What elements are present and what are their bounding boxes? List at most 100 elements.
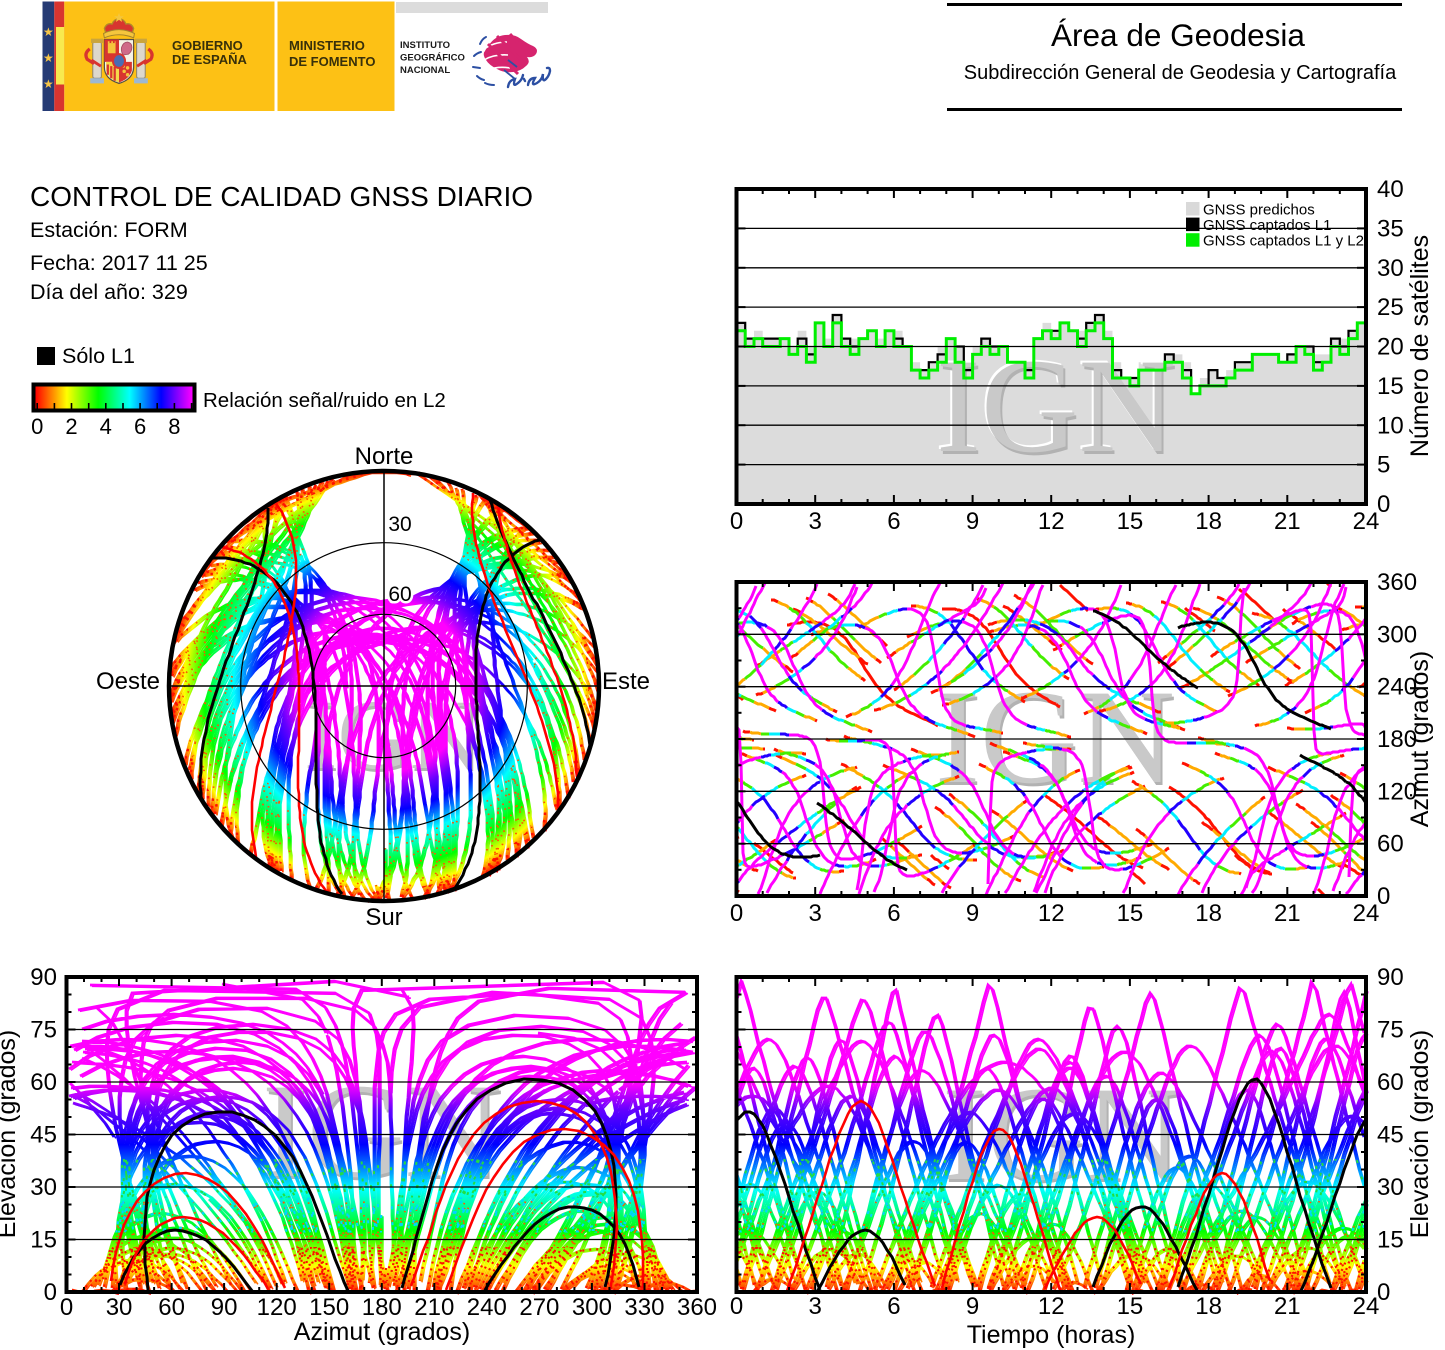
svg-text:0: 0 [1377, 883, 1390, 910]
svg-text:0: 0 [1377, 491, 1390, 518]
svg-text:6: 6 [134, 414, 146, 439]
svg-text:21: 21 [1274, 900, 1301, 927]
svg-text:60: 60 [1377, 831, 1404, 858]
svg-text:Subdirección General de Geodes: Subdirección General de Geodesia y Carto… [964, 62, 1397, 84]
svg-text:★: ★ [43, 51, 54, 65]
svg-text:12: 12 [1038, 900, 1065, 927]
svg-text:180: 180 [362, 1294, 402, 1321]
svg-text:60: 60 [30, 1069, 57, 1096]
svg-text:Azimut (grados): Azimut (grados) [294, 1318, 470, 1346]
svg-text:Sur: Sur [365, 904, 402, 931]
svg-text:120: 120 [257, 1294, 297, 1321]
svg-text:240: 240 [467, 1294, 507, 1321]
svg-text:Este: Este [602, 668, 650, 695]
svg-text:75: 75 [1377, 1017, 1404, 1044]
svg-text:INSTITUTO: INSTITUTO [400, 40, 450, 51]
svg-text:9: 9 [966, 1293, 979, 1320]
svg-text:270: 270 [519, 1294, 559, 1321]
svg-text:360: 360 [1377, 569, 1417, 596]
svg-text:4: 4 [100, 414, 112, 439]
svg-text:24: 24 [1353, 900, 1380, 927]
svg-text:3: 3 [809, 1293, 822, 1320]
svg-text:180: 180 [1377, 726, 1417, 753]
svg-text:Número de satélites: Número de satélites [1406, 235, 1434, 457]
svg-text:0: 0 [44, 1279, 57, 1306]
svg-text:Oeste: Oeste [96, 668, 160, 695]
svg-text:2: 2 [65, 414, 77, 439]
svg-text:Estación: FORM: Estación: FORM [30, 218, 188, 242]
svg-text:5: 5 [1377, 452, 1390, 479]
svg-text:300: 300 [1377, 621, 1417, 648]
svg-text:45: 45 [30, 1122, 57, 1149]
svg-text:60: 60 [388, 583, 411, 606]
svg-text:240: 240 [1377, 674, 1417, 701]
svg-text:Elevación (grados): Elevación (grados) [1406, 1030, 1434, 1238]
svg-text:GNSS captados L1 y L2: GNSS captados L1 y L2 [1203, 233, 1364, 250]
svg-text:Elevación (grados): Elevación (grados) [0, 1030, 21, 1238]
svg-text:45: 45 [1377, 1122, 1404, 1149]
svg-text:GEOGRÁFICO: GEOGRÁFICO [400, 53, 465, 64]
svg-text:15: 15 [1117, 900, 1144, 927]
svg-text:150: 150 [309, 1294, 349, 1321]
svg-text:21: 21 [1274, 508, 1301, 535]
svg-text:0: 0 [60, 1294, 73, 1321]
svg-text:120: 120 [1377, 778, 1417, 805]
svg-text:18: 18 [1195, 900, 1222, 927]
svg-text:15: 15 [30, 1227, 57, 1254]
svg-text:GNSS captados L1: GNSS captados L1 [1203, 217, 1331, 234]
svg-text:10: 10 [1377, 412, 1404, 439]
svg-text:CONTROL DE CALIDAD GNSS DIARIO: CONTROL DE CALIDAD GNSS DIARIO [30, 181, 533, 212]
svg-text:24: 24 [1353, 508, 1380, 535]
svg-text:Norte: Norte [355, 443, 414, 470]
svg-text:30: 30 [388, 513, 411, 536]
svg-text:210: 210 [414, 1294, 454, 1321]
svg-text:GOBIERNO: GOBIERNO [172, 38, 243, 53]
svg-text:15: 15 [1377, 373, 1404, 400]
svg-text:300: 300 [572, 1294, 612, 1321]
svg-text:DE ESPAÑA: DE ESPAÑA [172, 52, 247, 67]
svg-text:Área de Geodesia: Área de Geodesia [1051, 17, 1305, 53]
svg-text:20: 20 [1377, 334, 1404, 361]
svg-text:90: 90 [1377, 964, 1404, 991]
svg-text:Fecha: 2017 11 25: Fecha: 2017 11 25 [30, 251, 208, 275]
svg-text:Día del año: 329: Día del año: 329 [30, 280, 188, 304]
svg-text:15: 15 [1377, 1227, 1404, 1254]
svg-text:IGN: IGN [938, 335, 1178, 484]
svg-text:330: 330 [624, 1294, 664, 1321]
svg-text:30: 30 [1377, 1174, 1404, 1201]
svg-text:8: 8 [168, 414, 180, 439]
svg-text:25: 25 [1377, 294, 1404, 321]
svg-text:12: 12 [1038, 508, 1065, 535]
svg-text:0: 0 [730, 1293, 743, 1320]
svg-text:12: 12 [1038, 1293, 1065, 1320]
svg-text:IGN: IGN [936, 332, 1176, 481]
svg-text:60: 60 [1377, 1069, 1404, 1096]
svg-text:18: 18 [1195, 1293, 1222, 1320]
svg-text:★: ★ [43, 77, 54, 91]
svg-text:★: ★ [43, 25, 54, 39]
svg-text:15: 15 [1117, 1293, 1144, 1320]
svg-text:Sólo L1: Sólo L1 [62, 344, 135, 368]
svg-text:90: 90 [211, 1294, 238, 1321]
svg-text:35: 35 [1377, 215, 1404, 242]
svg-text:15: 15 [1117, 508, 1144, 535]
svg-text:0: 0 [730, 508, 743, 535]
svg-text:40: 40 [1377, 176, 1404, 203]
svg-text:3: 3 [809, 508, 822, 535]
svg-text:Tiempo (horas): Tiempo (horas) [967, 1321, 1136, 1349]
svg-text:360: 360 [677, 1294, 717, 1321]
svg-text:30: 30 [1377, 255, 1404, 282]
svg-text:0: 0 [1377, 1279, 1390, 1306]
svg-text:0: 0 [31, 414, 43, 439]
svg-text:9: 9 [966, 508, 979, 535]
svg-text:24: 24 [1353, 1293, 1380, 1320]
svg-text:90: 90 [30, 964, 57, 991]
svg-text:30: 30 [30, 1174, 57, 1201]
svg-text:21: 21 [1274, 1293, 1301, 1320]
svg-text:MINISTERIO: MINISTERIO [289, 38, 365, 53]
svg-text:60: 60 [158, 1294, 185, 1321]
svg-text:3: 3 [809, 900, 822, 927]
svg-text:75: 75 [30, 1017, 57, 1044]
svg-text:Relación señal/ruido en L2: Relación señal/ruido en L2 [203, 389, 446, 412]
svg-text:6: 6 [887, 900, 900, 927]
